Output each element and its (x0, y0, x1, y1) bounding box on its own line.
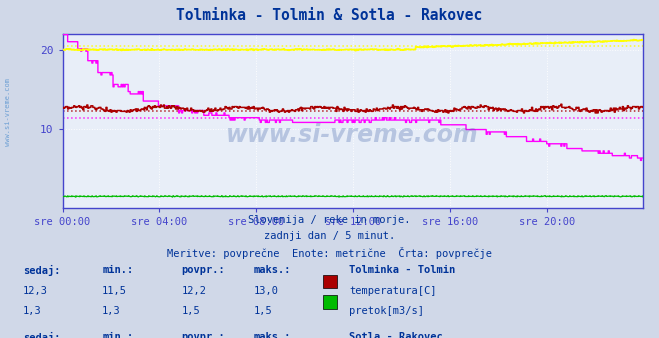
Text: zadnji dan / 5 minut.: zadnji dan / 5 minut. (264, 231, 395, 241)
Text: Slovenija / reke in morje.: Slovenija / reke in morje. (248, 215, 411, 225)
Text: Tolminka - Tolmin & Sotla - Rakovec: Tolminka - Tolmin & Sotla - Rakovec (177, 8, 482, 23)
Text: min.:: min.: (102, 265, 133, 275)
Text: povpr.:: povpr.: (181, 332, 225, 338)
Text: 12,2: 12,2 (181, 286, 206, 296)
Text: temperatura[C]: temperatura[C] (349, 286, 437, 296)
Text: 11,5: 11,5 (102, 286, 127, 296)
Text: www.si-vreme.com: www.si-vreme.com (226, 123, 479, 147)
Text: sedaj:: sedaj: (23, 332, 61, 338)
Text: sedaj:: sedaj: (23, 265, 61, 276)
Text: 1,5: 1,5 (181, 306, 200, 316)
Text: 13,0: 13,0 (254, 286, 279, 296)
Text: maks.:: maks.: (254, 265, 291, 275)
Text: pretok[m3/s]: pretok[m3/s] (349, 306, 424, 316)
Text: povpr.:: povpr.: (181, 265, 225, 275)
Text: Tolminka - Tolmin: Tolminka - Tolmin (349, 265, 455, 275)
Text: 1,3: 1,3 (102, 306, 121, 316)
Text: 1,3: 1,3 (23, 306, 42, 316)
Text: Sotla - Rakovec: Sotla - Rakovec (349, 332, 443, 338)
Text: 12,3: 12,3 (23, 286, 48, 296)
Text: maks.:: maks.: (254, 332, 291, 338)
Text: 1,5: 1,5 (254, 306, 272, 316)
Text: www.si-vreme.com: www.si-vreme.com (5, 77, 11, 146)
Text: min.:: min.: (102, 332, 133, 338)
Text: Meritve: povprečne  Enote: metrične  Črta: povprečje: Meritve: povprečne Enote: metrične Črta:… (167, 247, 492, 259)
